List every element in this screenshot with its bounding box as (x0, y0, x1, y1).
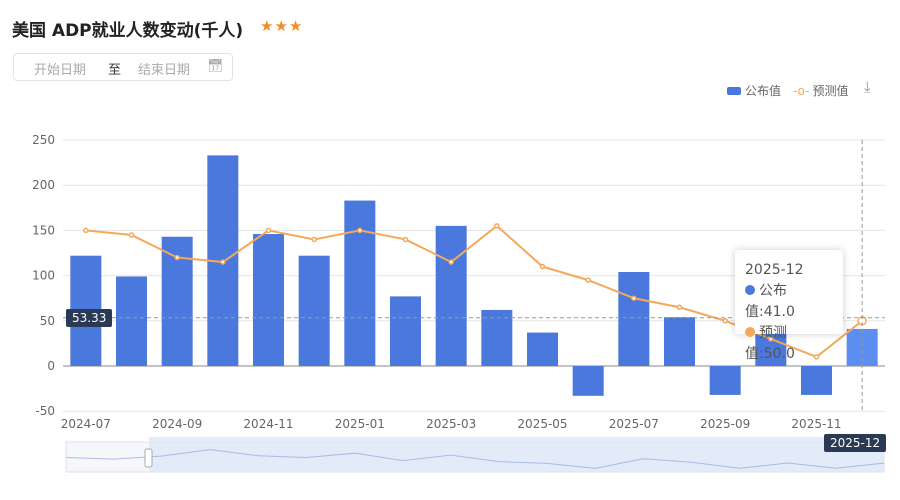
y-tick-label: 100 (32, 269, 55, 283)
download-icon[interactable]: ⤓ (864, 78, 871, 96)
y-tick-label: 250 (32, 133, 55, 147)
forecast-point (448, 259, 454, 265)
x-axis-pointer-label: 2025-12 (824, 434, 887, 452)
bar (435, 225, 467, 366)
forecast-point (813, 354, 820, 360)
date-range-picker[interactable]: 开始日期 至 结束日期 📅︎ (13, 53, 233, 81)
legend-line[interactable]: -o- 预测值 (793, 84, 849, 98)
forecast-point (357, 227, 363, 234)
forecast-point (265, 227, 272, 234)
y-tick-label: -50 (35, 404, 55, 418)
forecast-point (402, 236, 409, 243)
tooltip-title: 2025-12 (745, 262, 804, 278)
range-separator: 至 (108, 63, 122, 78)
end-date-input[interactable]: 结束日期 (138, 63, 191, 78)
forecast-point (722, 318, 728, 324)
legend-line-label: 预测值 (812, 84, 849, 98)
bar (116, 276, 147, 366)
bar (344, 200, 376, 366)
x-tick-label: 2025-05 (517, 417, 567, 431)
forecast-point (83, 227, 89, 234)
legend-bar-label: 公布值 (745, 84, 782, 98)
forecast-point (768, 336, 774, 342)
bar (481, 309, 513, 366)
tooltip: 2025-12 公布值:41.0 预测值:50.0 (735, 250, 843, 362)
x-tick-label: 2025-03 (426, 417, 476, 431)
forecast-point (494, 223, 500, 229)
x-tick-label: 2024-07 (61, 417, 111, 431)
x-tick-label: 2025-01 (335, 417, 385, 431)
calendar-icon[interactable]: 📅︎ (207, 59, 224, 74)
datazoom-selected (149, 437, 884, 472)
bar (664, 317, 695, 366)
bar (253, 234, 284, 366)
forecast-point (220, 259, 226, 265)
datazoom-preview (65, 449, 885, 469)
forecast-point (631, 295, 637, 301)
x-tick-label: 2025-07 (609, 417, 659, 431)
bar (618, 271, 650, 366)
y-tick-label: 150 (32, 223, 55, 237)
forecast-line (85, 224, 863, 359)
bar (709, 366, 741, 395)
y-tick-label: 0 (47, 359, 55, 373)
page-title: 美国 ADP就业人数变动(千人) (12, 21, 244, 41)
x-tick-label: 2024-09 (152, 417, 202, 431)
forecast-point (585, 277, 591, 283)
tooltip-line: 预测值:50.0 (745, 325, 795, 362)
forecast-point (128, 232, 135, 238)
datazoom-handle[interactable] (144, 448, 153, 468)
y-axis-pointer-label: 53.33 (66, 309, 113, 327)
forecast-point (539, 263, 546, 270)
bar (527, 332, 558, 366)
bar (801, 366, 832, 395)
x-tick-label: 2024-11 (243, 417, 293, 431)
start-date-input[interactable]: 开始日期 (34, 63, 87, 78)
forecast-point (311, 236, 317, 243)
x-tick-label: 2025-11 (791, 417, 841, 431)
legend-bar[interactable]: 公布值 (727, 82, 781, 99)
importance-stars: ★★★ (260, 17, 304, 35)
tooltip-bar: 公布值:41.0 (745, 283, 795, 320)
forecast-point (174, 254, 180, 261)
bar (390, 296, 421, 366)
y-tick-label: 200 (32, 178, 55, 192)
bar (298, 255, 330, 366)
y-tick-label: 50 (40, 314, 55, 328)
bar (572, 366, 604, 396)
forecast-point (676, 304, 683, 310)
x-tick-label: 2025-09 (700, 417, 750, 431)
